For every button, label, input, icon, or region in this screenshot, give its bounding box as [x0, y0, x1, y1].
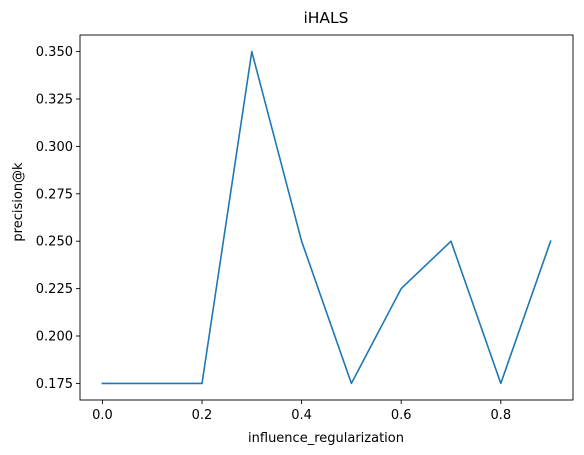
x-axis-ticks: 0.0 0.2 0.4 0.6 0.8 — [92, 400, 511, 423]
y-tick-label: 0.225 — [36, 282, 73, 297]
x-tick-label: 0.6 — [391, 408, 412, 423]
x-tick-label: 0.2 — [192, 408, 213, 423]
x-axis-label: influence_regularization — [248, 431, 404, 446]
x-tick-label: 0.0 — [92, 408, 113, 423]
y-tick-label: 0.300 — [36, 140, 73, 155]
plot-border — [79, 34, 574, 401]
y-tick-label: 0.325 — [36, 92, 73, 107]
x-tick-label: 0.4 — [291, 408, 312, 423]
plot-frame — [79, 34, 574, 401]
series-layer — [101, 50, 552, 385]
y-tick-label: 0.200 — [36, 330, 73, 345]
y-tick-label: 0.350 — [36, 45, 73, 60]
series-line — [101, 50, 552, 385]
x-tick-label: 0.8 — [490, 408, 511, 423]
y-axis-label: precision@k — [11, 162, 26, 242]
y-tick-label: 0.175 — [36, 377, 73, 392]
y-tick-label: 0.250 — [36, 235, 73, 250]
y-tick-label: 0.275 — [36, 187, 73, 202]
chart-title: iHALS — [303, 9, 348, 27]
y-axis-ticks: 0.175 0.200 0.225 0.250 0.275 0.300 0.325 0.350 — [36, 45, 80, 392]
